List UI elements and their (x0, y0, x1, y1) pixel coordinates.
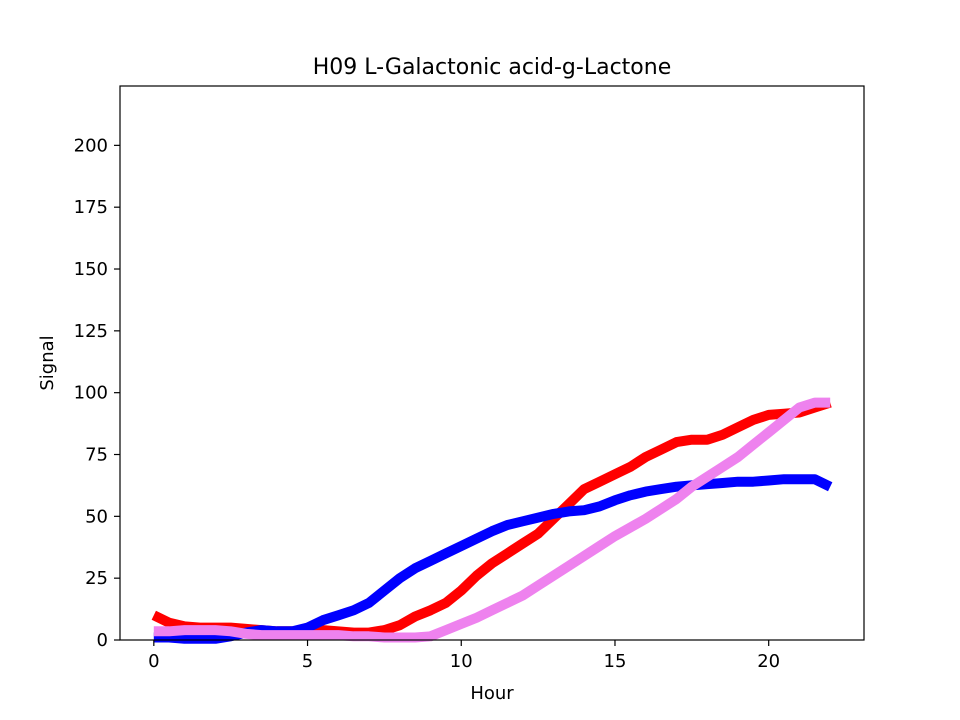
x-tick-label: 0 (148, 651, 159, 672)
x-tick-label: 5 (302, 651, 313, 672)
y-tick-label: 0 (97, 630, 108, 651)
y-tick-label: 50 (85, 506, 108, 527)
y-tick-label: 175 (74, 197, 108, 218)
x-tick-label: 15 (604, 651, 627, 672)
y-axis-label: Signal (37, 335, 58, 390)
y-tick-label: 150 (74, 259, 108, 280)
y-tick-label: 200 (74, 135, 108, 156)
series-line-2 (153, 397, 831, 643)
x-tick-label: 20 (757, 651, 780, 672)
x-tick-label: 10 (450, 651, 473, 672)
plot-area (151, 397, 833, 644)
chart-title: H09 L-Galactonic acid-g-Lactone (313, 55, 672, 80)
y-tick-label: 25 (85, 568, 108, 589)
y-axis: 0 25 50 75 100 125 150 175 200 (74, 135, 120, 651)
y-tick-label: 75 (85, 445, 108, 466)
y-tick-label: 100 (74, 383, 108, 404)
x-axis: 0 5 10 15 20 (148, 640, 780, 672)
x-axis-label: Hour (470, 683, 514, 704)
y-tick-label: 125 (74, 321, 108, 342)
plot-frame (119, 85, 865, 641)
series-line-0 (151, 397, 832, 638)
